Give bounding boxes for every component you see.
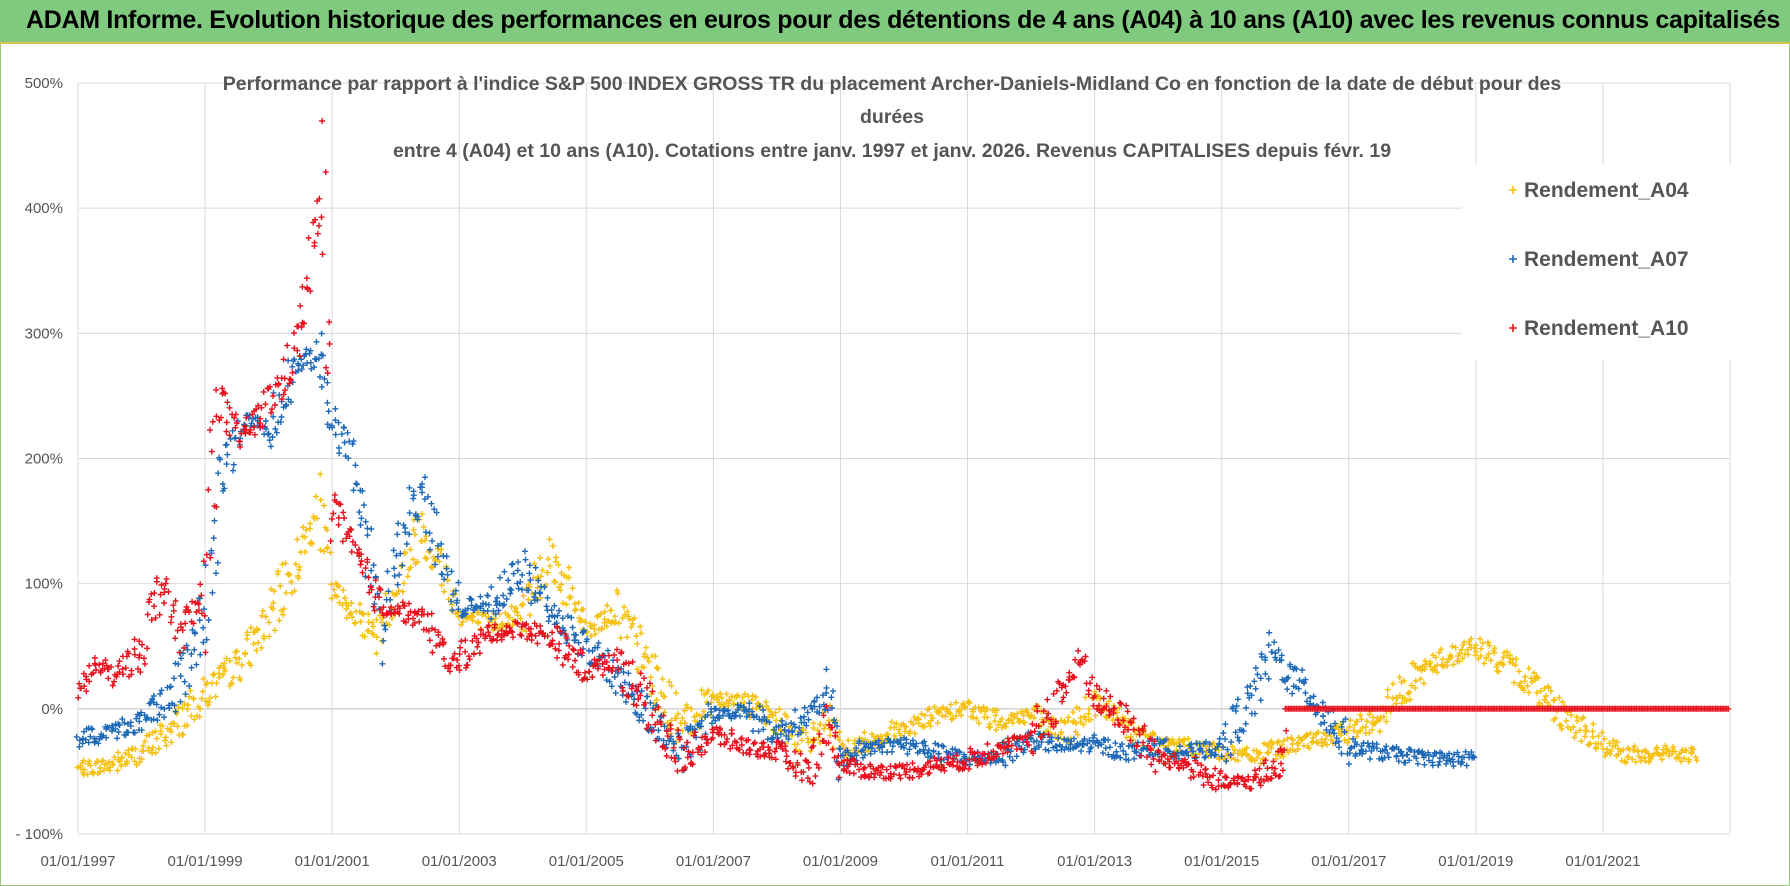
grid-lines <box>77 82 1731 835</box>
x-tick-label: 01/01/2021 <box>1565 853 1640 870</box>
legend-label: Rendement_A10 <box>1524 317 1689 340</box>
banner-title: ADAM Informe. Evolution historique des p… <box>26 6 1780 34</box>
series-Rendement_A04 <box>74 471 1700 778</box>
legend-marker <box>1509 255 1517 263</box>
series-markers-Rendement_A10 <box>75 118 1732 793</box>
chart-title-line-3: entre 4 (A04) et 10 ans (A10). Cotations… <box>393 140 1391 162</box>
y-tick-label: 0% <box>41 701 63 718</box>
x-tick-label: 01/01/2009 <box>803 853 878 870</box>
y-tick-label: - 100% <box>15 826 63 843</box>
x-tick-label: 01/01/2003 <box>422 853 497 870</box>
report-banner: ADAM Informe. Evolution historique des p… <box>0 0 1790 44</box>
x-tick-label: 01/01/2019 <box>1438 853 1513 870</box>
x-tick-label: 01/01/2011 <box>931 853 1005 870</box>
x-tick-label: 01/01/2005 <box>549 853 624 870</box>
x-axis-tick-labels: 01/01/1997 01/01/1999 01/01/2001 01/01/2003… <box>40 853 1640 870</box>
x-tick-label: 01/01/2017 <box>1311 853 1386 870</box>
legend-label: Rendement_A07 <box>1524 248 1689 271</box>
chart-title: Performance par rapport à l'indice S&P 5… <box>223 73 1562 162</box>
chart-title-line-2: durées <box>860 106 924 128</box>
x-tick-label: 01/01/2007 <box>676 853 751 870</box>
chart-title-line-1: Performance par rapport à l'indice S&P 5… <box>223 73 1562 95</box>
series-markers-Rendement_A04 <box>74 471 1700 778</box>
x-tick-label: 01/01/1997 <box>40 853 115 870</box>
y-tick-label: 400% <box>25 200 63 217</box>
y-axis-tick-labels: - 100% 0% 100% 200% 300% 400% 500% <box>15 75 63 843</box>
legend: Rendement_A04 Rendement_A07 Rendement_A10 <box>1509 179 1689 340</box>
x-tick-label: 01/01/1999 <box>168 853 243 870</box>
y-tick-label: 200% <box>25 451 63 468</box>
data-series <box>73 118 1732 793</box>
y-tick-label: 300% <box>25 325 63 342</box>
legend-marker <box>1509 186 1517 194</box>
x-tick-label: 01/01/2015 <box>1184 853 1259 870</box>
legend-label: Rendement_A04 <box>1524 179 1689 202</box>
y-tick-label: 500% <box>25 75 63 92</box>
series-Rendement_A10 <box>75 118 1732 793</box>
x-tick-label: 01/01/2013 <box>1057 853 1132 870</box>
legend-background <box>1462 165 1732 360</box>
legend-marker <box>1509 324 1517 332</box>
x-tick-label: 01/01/2001 <box>295 853 370 870</box>
y-tick-label: 100% <box>25 576 63 593</box>
